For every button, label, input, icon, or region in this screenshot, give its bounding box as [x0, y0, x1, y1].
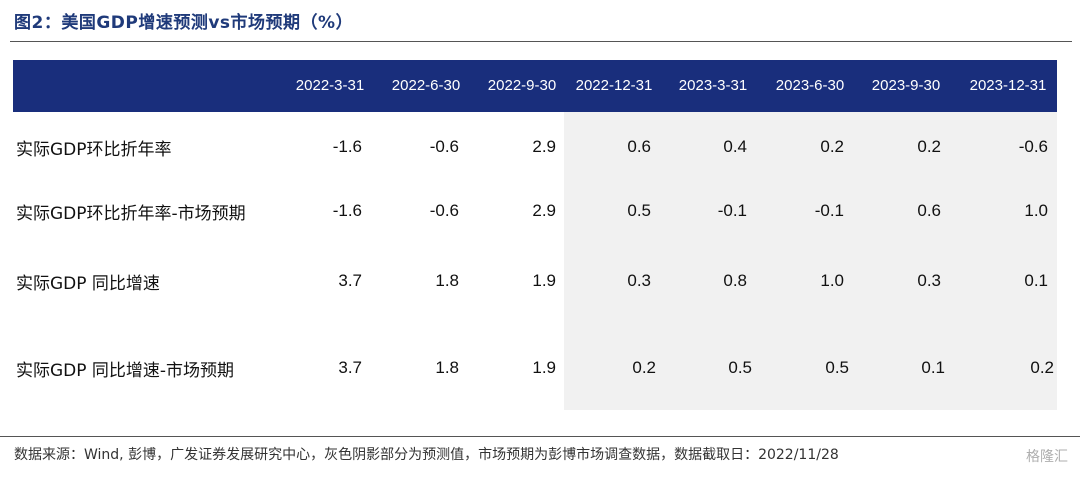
table-cell: -1.6	[332, 201, 362, 220]
row-label-qoq-annualized-consensus: 实际GDP环比折年率-市场预期	[16, 204, 246, 224]
col-header-2022-12-31: 2022-12-31	[575, 77, 653, 94]
col-header-2022-3-31: 2022-3-31	[295, 77, 365, 94]
table-cell: 0.6	[627, 137, 651, 156]
table-cell: 0.4	[723, 137, 747, 156]
row-label-qoq-annualized: 实际GDP环比折年率	[16, 140, 172, 160]
table-cell: 0.1	[1024, 271, 1048, 290]
table-cell: 0.2	[917, 137, 941, 156]
table-cell: -0.1	[814, 201, 844, 220]
watermark-text: 格隆汇	[1026, 449, 1068, 465]
table-cell: 0.5	[825, 358, 849, 377]
table-cell: 2.9	[532, 201, 556, 220]
bottom-divider	[0, 436, 1080, 437]
col-header-2023-12-31: 2023-12-31	[969, 77, 1047, 94]
table-cell: -0.1	[717, 201, 747, 220]
figure-title: 图2：美国GDP增速预测vs市场预期（%）	[14, 13, 354, 33]
table-cell: 0.8	[723, 271, 747, 290]
table-cell: 2.9	[532, 137, 556, 156]
table-cell: 0.2	[632, 358, 656, 377]
row-label-yoy-growth-consensus: 实际GDP 同比增速-市场预期	[16, 361, 235, 381]
table-cell: 1.0	[1024, 201, 1048, 220]
table-cell: -0.6	[429, 201, 459, 220]
table-header-band	[13, 60, 1057, 112]
table-cell: 1.9	[532, 358, 556, 377]
table-cell: 3.7	[338, 358, 362, 377]
col-header-2023-3-31: 2023-3-31	[678, 77, 748, 94]
table-cell: 0.5	[728, 358, 752, 377]
table-cell: 0.6	[917, 201, 941, 220]
table-cell: 3.7	[338, 271, 362, 290]
table-cell: 1.8	[435, 358, 459, 377]
table-cell: 1.8	[435, 271, 459, 290]
col-header-2022-9-30: 2022-9-30	[487, 77, 557, 94]
table-cell: -1.6	[332, 137, 362, 156]
table-cell: 0.1	[921, 358, 945, 377]
forecast-shade	[564, 112, 1057, 410]
table-cell: 1.9	[532, 271, 556, 290]
source-note: 数据来源：Wind, 彭博，广发证券发展研究中心，灰色阴影部分为预测值，市场预期…	[14, 447, 839, 463]
table-cell: 0.2	[820, 137, 844, 156]
table-cell: 0.3	[627, 271, 651, 290]
top-divider	[10, 41, 1072, 42]
table-cell: 0.2	[1030, 358, 1054, 377]
table-cell: -0.6	[429, 137, 459, 156]
table-cell: -0.6	[1018, 137, 1048, 156]
table-cell: 1.0	[820, 271, 844, 290]
col-header-2022-6-30: 2022-6-30	[391, 77, 461, 94]
col-header-2023-6-30: 2023-6-30	[775, 77, 845, 94]
row-label-yoy-growth: 实际GDP 同比增速	[16, 274, 160, 294]
table-cell: 0.5	[627, 201, 651, 220]
col-header-2023-9-30: 2023-9-30	[871, 77, 941, 94]
table-cell: 0.3	[917, 271, 941, 290]
